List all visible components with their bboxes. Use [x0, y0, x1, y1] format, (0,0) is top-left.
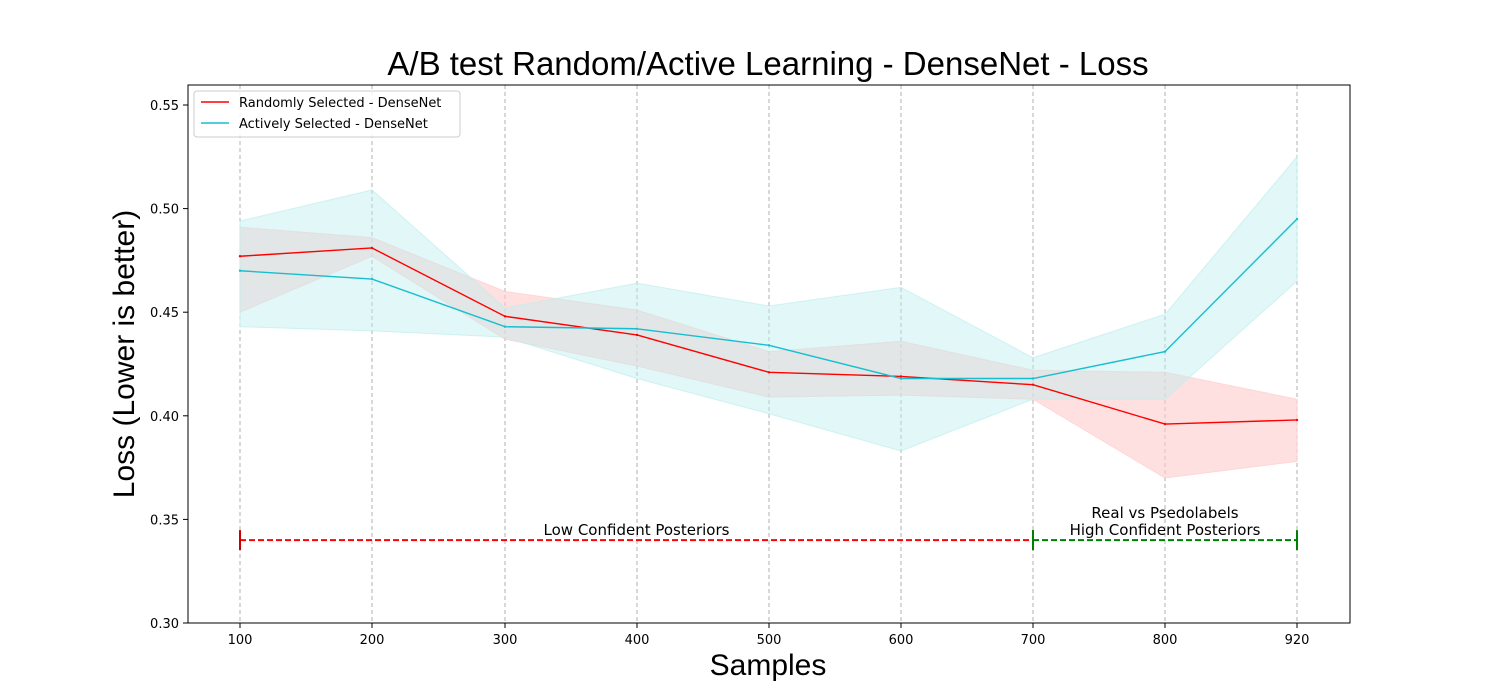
- confidence-band-series-1: [239, 226, 1298, 479]
- y-tick-label-0.30: 0.30: [150, 617, 179, 632]
- tick-layer: 100 200 300 400 500 600 700 800 920 0.30 0.35 0.40 0…: [150, 99, 1309, 648]
- series-2-point-600: [899, 377, 903, 380]
- series-2-point-200: [370, 277, 374, 281]
- y-tick-label-0.40: 0.40: [150, 410, 179, 425]
- legend-label-1: Randomly Selected - DenseNet: [239, 96, 441, 111]
- series-1-point-100: [238, 255, 242, 258]
- x-tick-label-800: 800: [1153, 633, 1178, 648]
- x-tick-label-200: 200: [360, 633, 385, 648]
- annotation-layer: Low Confident Posteriors Real vs Psedolab…: [239, 504, 1298, 551]
- annotation-text-2-line-1: Real vs Psedolabels: [1091, 504, 1238, 522]
- y-axis-label: Loss (Lower is better): [108, 210, 141, 498]
- series-2-point-500: [767, 344, 771, 347]
- chart-title: A/B test Random/Active Learning - DenseN…: [387, 45, 1148, 82]
- series-1-point-600: [899, 375, 903, 378]
- y-tick-label-0.50: 0.50: [150, 203, 179, 218]
- legend: Randomly Selected - DenseNet Actively Sel…: [193, 90, 461, 138]
- series-2-point-400: [635, 327, 639, 330]
- legend-box: [193, 90, 461, 138]
- y-tick-label-0.55: 0.55: [150, 99, 179, 114]
- x-tick-label-300: 300: [493, 633, 518, 648]
- legend-label-2: Actively Selected - DenseNet: [239, 117, 428, 132]
- x-tick-label-400: 400: [625, 633, 650, 648]
- series-1-point-200: [370, 246, 374, 250]
- series-2-point-800: [1163, 350, 1167, 353]
- x-tick-label-600: 600: [889, 633, 914, 648]
- x-tick-label-920: 920: [1285, 633, 1310, 648]
- x-tick-label-100: 100: [228, 633, 253, 648]
- series-1-point-400: [635, 333, 639, 337]
- x-axis-label: Samples: [710, 649, 827, 682]
- x-tick-label-700: 700: [1021, 633, 1046, 648]
- series-1-point-920: [1295, 418, 1299, 422]
- series-1-point-800: [1163, 422, 1167, 426]
- series-1-point-300: [503, 315, 507, 318]
- line-layer: [238, 217, 1299, 426]
- annotation-text-2-line-2: High Confident Posteriors: [1070, 521, 1261, 539]
- series-2-point-700: [1031, 377, 1035, 380]
- x-tick-label-500: 500: [757, 633, 782, 648]
- series-1-point-500: [767, 371, 771, 374]
- y-tick-label-0.45: 0.45: [150, 306, 179, 321]
- y-tick-label-0.35: 0.35: [150, 513, 179, 528]
- series-1-point-700: [1031, 383, 1035, 386]
- series-2-point-920: [1295, 217, 1299, 221]
- series-2-point-300: [503, 325, 507, 328]
- annotation-text-1-line-1: Low Confident Posteriors: [544, 521, 730, 539]
- series-2-point-100: [238, 269, 242, 272]
